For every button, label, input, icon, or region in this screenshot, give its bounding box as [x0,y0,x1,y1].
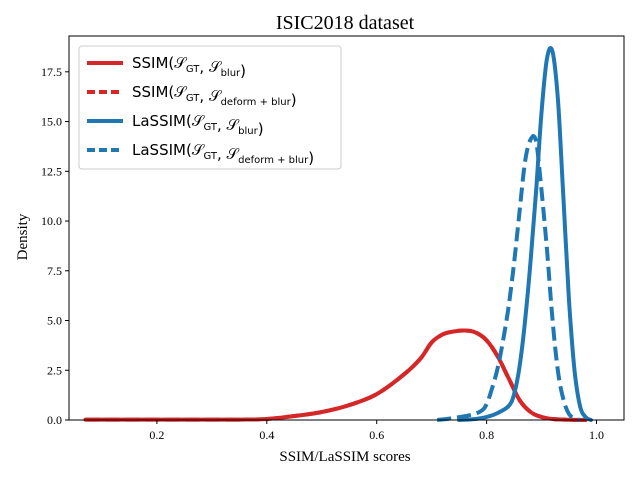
x-tick-label: 0.6 [369,428,384,442]
series-line-4 [436,133,581,422]
legend-label-4: LaSSIM(𝒮GT, 𝒮deform + blur) [132,141,314,167]
y-tick-label: 5.0 [47,314,62,328]
chart-title: ISIC2018 dataset [276,12,415,34]
x-tick-label: 0.2 [149,428,164,442]
plot-frame [68,35,625,421]
legend-label-1: SSIM(𝒮GT, 𝒮blur) [132,54,246,80]
y-tick-label: 12.5 [41,164,62,178]
series-lines [83,45,593,422]
series-line-3 [457,45,593,422]
x-tick-label: 0.4 [259,428,274,442]
y-tick-label: 10.0 [41,214,62,228]
legend-box [78,45,342,170]
y-tick-label: 15.0 [41,115,62,129]
y-tick-label: 2.5 [47,363,62,377]
y-tick-label: 17.5 [41,65,62,79]
legend-label-2: SSIM(𝒮GT, 𝒮deform + blur) [132,83,297,109]
y-tick-label: 0.0 [47,413,62,427]
legend-label-3: LaSSIM(𝒮GT, 𝒮blur) [132,112,264,138]
y-axis-label: Density [15,213,31,260]
series-line-2 [85,328,586,422]
axes: 0.2 0.4 0.6 0.8 1.0 0.0 2.5 5.0 7.5 10.0 12.5 15.0 1… [41,35,625,442]
x-tick-label: 0.8 [479,428,494,442]
y-tick-label: 7.5 [47,264,62,278]
x-axis-label: SSIM/LaSSIM scores [279,449,410,465]
legend: SSIM(𝒮GT, 𝒮blur) SSIM(𝒮GT, 𝒮deform + blur… [78,45,342,170]
x-tick-label: 1.0 [589,428,604,442]
